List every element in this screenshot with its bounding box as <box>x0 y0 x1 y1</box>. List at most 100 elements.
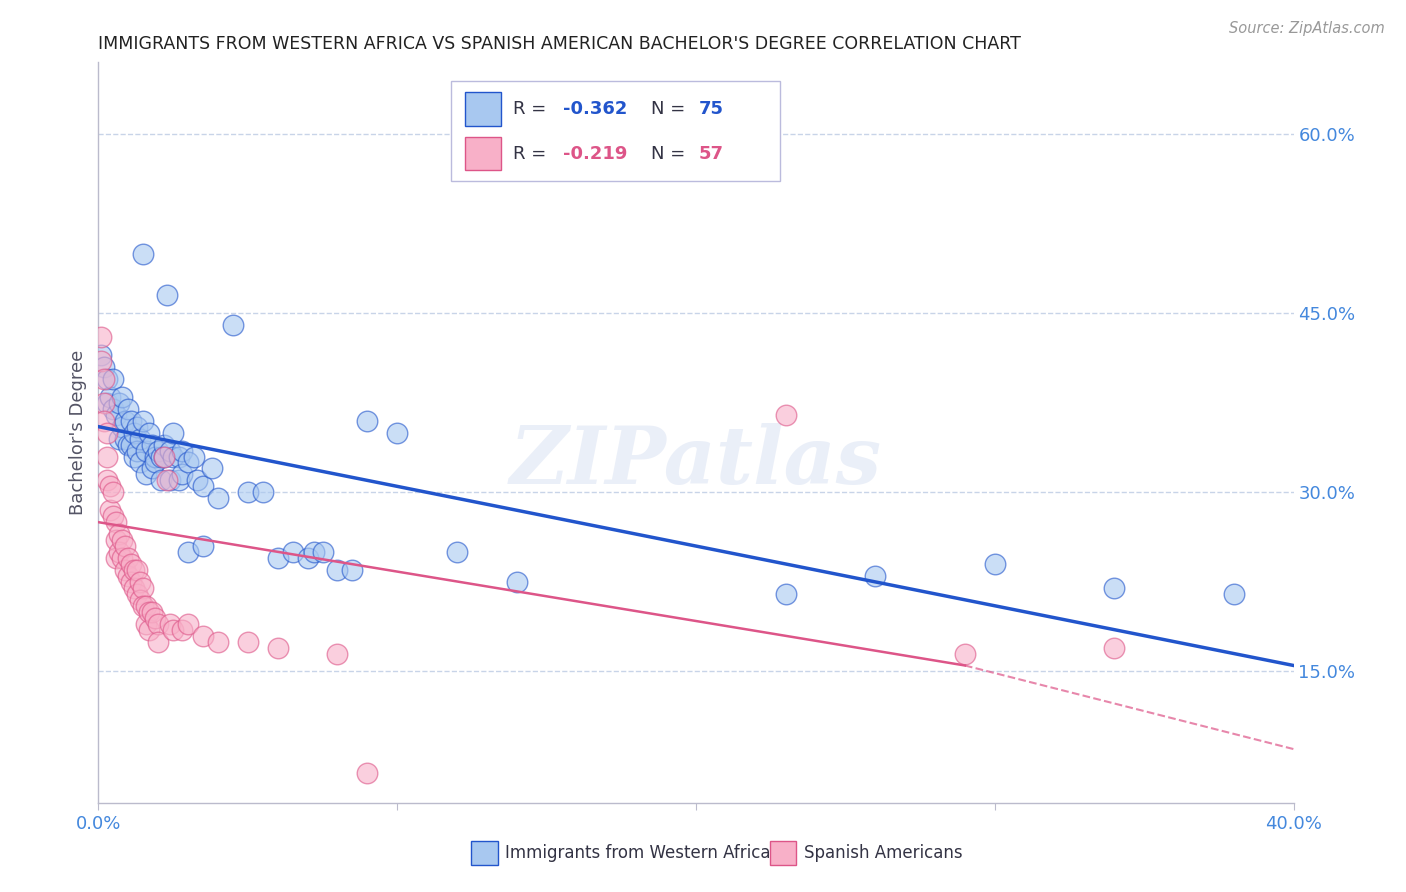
Point <box>150 474 173 488</box>
Point <box>143 455 166 469</box>
Point <box>120 437 142 451</box>
Point <box>207 491 229 506</box>
Point <box>129 592 152 607</box>
Point <box>953 647 976 661</box>
Point <box>141 437 163 451</box>
Point <box>865 569 887 583</box>
Point <box>117 401 139 416</box>
Point <box>984 557 1007 571</box>
Point <box>117 551 139 566</box>
Point <box>129 574 152 589</box>
Point <box>127 443 149 458</box>
Point <box>1104 640 1126 655</box>
Point <box>302 545 325 559</box>
Point <box>108 432 131 446</box>
Point <box>775 408 797 422</box>
Point <box>138 605 160 619</box>
Point <box>267 551 290 566</box>
Point <box>356 414 378 428</box>
Point <box>236 485 259 500</box>
Point <box>105 515 128 529</box>
Point <box>172 443 194 458</box>
Point <box>162 450 184 464</box>
Point <box>177 545 200 559</box>
Point <box>103 372 125 386</box>
Point <box>326 647 349 661</box>
Bar <box>770 841 796 865</box>
Point <box>311 545 333 559</box>
Point <box>127 587 149 601</box>
Point <box>148 616 170 631</box>
Text: N =: N = <box>651 145 685 162</box>
Text: 75: 75 <box>699 100 723 118</box>
Point <box>117 437 139 451</box>
Text: R =: R = <box>513 100 547 118</box>
Point <box>132 246 155 260</box>
Point <box>108 545 131 559</box>
Point <box>141 605 163 619</box>
Point <box>326 563 349 577</box>
Point <box>93 372 115 386</box>
Point <box>132 581 155 595</box>
Point <box>98 479 122 493</box>
Point <box>114 563 136 577</box>
Bar <box>465 93 501 126</box>
Point <box>96 474 118 488</box>
Point <box>127 563 149 577</box>
Point <box>103 485 125 500</box>
Text: -0.219: -0.219 <box>564 145 627 162</box>
Point <box>153 450 176 464</box>
Point <box>191 539 214 553</box>
Point <box>148 634 170 648</box>
Point <box>342 563 364 577</box>
Point <box>207 634 229 648</box>
Point <box>236 634 259 648</box>
Point <box>90 330 112 344</box>
Text: Immigrants from Western Africa: Immigrants from Western Africa <box>505 844 770 863</box>
Point <box>135 616 157 631</box>
Point <box>135 443 157 458</box>
Point <box>153 437 176 451</box>
Point <box>129 455 152 469</box>
Text: 57: 57 <box>699 145 723 162</box>
Point <box>141 461 163 475</box>
Text: N =: N = <box>651 100 685 118</box>
Point <box>506 574 529 589</box>
Point <box>111 419 134 434</box>
FancyBboxPatch shape <box>451 81 780 181</box>
Point <box>98 390 122 404</box>
Point <box>143 450 166 464</box>
Point <box>117 569 139 583</box>
Point <box>98 503 122 517</box>
Bar <box>465 136 501 170</box>
Point <box>159 443 181 458</box>
Point <box>105 551 128 566</box>
Point <box>105 533 128 547</box>
Text: R =: R = <box>513 145 547 162</box>
Point <box>156 288 179 302</box>
Point <box>105 408 128 422</box>
Text: Spanish Americans: Spanish Americans <box>804 844 962 863</box>
Point <box>177 455 200 469</box>
Point <box>120 414 142 428</box>
Point <box>177 616 200 631</box>
Point <box>153 450 176 464</box>
Point <box>186 474 208 488</box>
Point <box>183 450 205 464</box>
Point <box>129 432 152 446</box>
Point <box>162 425 184 440</box>
Point <box>124 425 146 440</box>
Text: ZIPatlas: ZIPatlas <box>510 424 882 501</box>
Point <box>138 425 160 440</box>
Point <box>114 432 136 446</box>
Point <box>135 599 157 613</box>
Point <box>156 474 179 488</box>
Point <box>124 450 146 464</box>
Point <box>143 610 166 624</box>
Point <box>114 539 136 553</box>
Point <box>93 414 115 428</box>
Point <box>96 396 118 410</box>
Point <box>159 616 181 631</box>
Point <box>132 414 155 428</box>
Point <box>93 396 115 410</box>
